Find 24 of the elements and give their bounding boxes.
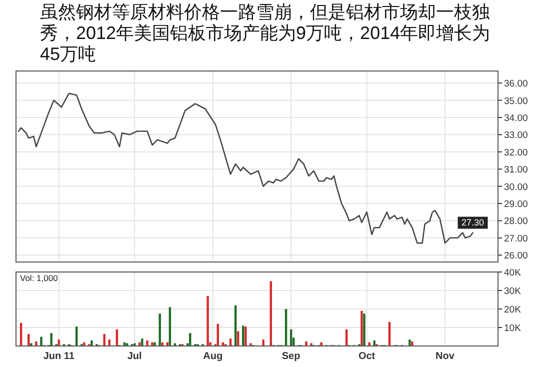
chart-title: 虽然钢材等原材料价格一路雪崩，但是铝材市场却一枝独秀，2012年美国铝板市场产能为9万吨，2014年即增长为45万吨 [40,2,492,65]
y-tick-label: 36.00 [504,78,528,90]
x-tick-label: Jul [127,351,142,362]
y-tick-label: 33.00 [504,130,528,142]
y-tick-label: 20K [504,304,522,316]
y-tick-label: 29.00 [504,198,528,210]
x-tick-label: Nov [436,351,455,362]
y-tick-label: 30.00 [504,182,528,193]
y-tick-label: 31.00 [504,164,528,176]
x-tick-label: Jun 11 [43,351,75,362]
x-tick-label: Oct [358,351,376,362]
y-tick-label: 10K [504,323,522,334]
y-tick-label: 35.00 [504,96,528,107]
y-tick-label: 40K [504,268,522,278]
x-tick-label: Aug [203,351,223,362]
annotation: Vol: 1,000 [20,273,58,283]
y-tick-label: 26.00 [504,250,528,262]
y-tick-label: 30K [504,286,522,297]
y-tick-label: 34.00 [504,112,528,124]
x-tick-label: Sep [282,351,300,362]
y-tick-label: 27.00 [504,233,528,244]
y-tick-label: 32.00 [504,147,528,158]
annotation: 27.30 [462,218,484,228]
y-tick-label: 28.00 [504,216,528,228]
